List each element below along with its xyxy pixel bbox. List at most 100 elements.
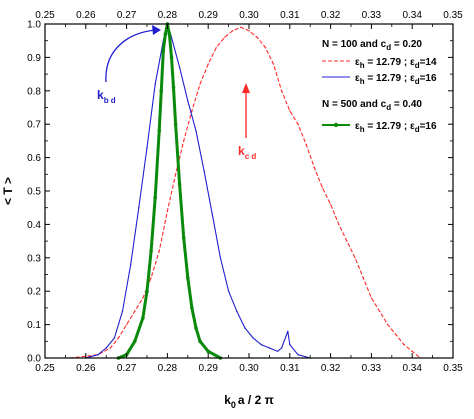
data-point-red xyxy=(248,29,250,32)
y-tick-label: 0.9 xyxy=(27,53,41,64)
annotation-kbd: kb d xyxy=(97,88,116,105)
data-point-red xyxy=(231,29,234,32)
x-tick-label: 0.35 xyxy=(443,363,463,374)
data-point-red xyxy=(297,123,299,125)
data-point-red xyxy=(133,310,136,313)
data-point-blue xyxy=(187,100,189,102)
data-point-green xyxy=(194,326,198,330)
legend-entry-red: εh = 12.79 ; εd=14 xyxy=(355,57,437,70)
data-point-green xyxy=(141,316,145,320)
data-point-green xyxy=(169,55,174,60)
x-top-tick-label: 0.33 xyxy=(362,10,382,21)
data-point-red xyxy=(321,186,324,189)
data-point-blue xyxy=(227,290,230,293)
data-point-red xyxy=(150,277,152,279)
data-point-red xyxy=(199,83,201,85)
y-tick-label: 0.2 xyxy=(27,287,41,298)
data-point-red xyxy=(272,63,275,65)
data-point-blue xyxy=(289,343,291,346)
annotation-kcd: kc d xyxy=(238,144,256,161)
x-top-tick-label: 0.28 xyxy=(158,10,178,21)
data-point-red xyxy=(411,350,414,353)
data-point-green xyxy=(149,249,153,253)
data-point-blue xyxy=(154,83,156,85)
data-point-blue xyxy=(203,170,205,172)
data-point-green xyxy=(177,182,182,187)
data-point-blue xyxy=(260,343,263,346)
x-axis-label: k0 a / 2 π xyxy=(224,393,274,410)
data-point-green xyxy=(181,235,186,240)
data-point-green xyxy=(198,339,202,344)
legend-title-n500: N = 500 and cd = 0.40 xyxy=(322,99,422,112)
legend-entry-blue: εh = 12.79 ; εd=16 xyxy=(355,73,437,86)
data-point-red xyxy=(191,110,193,112)
data-point-blue xyxy=(286,330,289,333)
legend-title-n100: N = 100 and cd = 0.20 xyxy=(322,39,422,52)
legend-marker-green xyxy=(333,122,339,128)
x-tick-label: 0.29 xyxy=(198,363,218,374)
data-point-blue xyxy=(280,347,283,349)
data-point-red xyxy=(329,203,332,206)
data-point-red xyxy=(166,210,169,212)
data-point-red xyxy=(142,297,144,299)
data-point-blue xyxy=(276,350,279,353)
data-point-red xyxy=(289,110,291,112)
x-top-tick-label: 0.27 xyxy=(117,10,137,21)
data-point-blue xyxy=(297,353,299,356)
data-point-red xyxy=(386,323,389,326)
data-point-red xyxy=(109,347,112,349)
x-tick-label: 0.26 xyxy=(76,363,96,374)
data-point-blue xyxy=(219,257,222,259)
data-point-blue xyxy=(146,146,148,149)
data-point-red xyxy=(337,223,340,226)
y-tick-label: 0.1 xyxy=(27,320,41,331)
y-axis-label: < T > xyxy=(1,177,15,205)
x-top-tick-label: 0.29 xyxy=(198,10,218,21)
y-tick-label: 1.0 xyxy=(27,20,41,31)
data-point-red xyxy=(346,240,348,242)
data-point-blue xyxy=(244,327,246,329)
data-point-red xyxy=(362,277,365,279)
text-layer: 0.25 0.25 0.26 0.26 0.27 0.27 0.28 0.28 0.29 0.29… xyxy=(1,10,463,410)
y-tick-label: 0.7 xyxy=(27,120,41,131)
data-point-red xyxy=(403,343,405,346)
x-tick-label: 0.30 xyxy=(239,363,259,374)
x-top-tick-label: 0.31 xyxy=(280,10,300,21)
data-point-green xyxy=(171,85,176,90)
data-point-green xyxy=(206,349,210,354)
data-point-blue xyxy=(97,353,99,356)
data-point-green xyxy=(145,289,149,294)
data-point-red xyxy=(313,166,316,169)
data-point-red xyxy=(158,250,161,252)
arrow-kcd-head xyxy=(242,83,250,93)
x-tick-label: 0.34 xyxy=(402,363,422,374)
data-point-red xyxy=(182,140,185,142)
series-layer xyxy=(68,22,422,360)
data-point-red xyxy=(215,46,218,49)
data-point-green xyxy=(186,276,190,280)
x-tick-label: 0.28 xyxy=(158,363,178,374)
data-point-green xyxy=(157,129,162,133)
data-point-blue xyxy=(268,347,271,349)
data-point-green xyxy=(161,48,166,53)
data-point-green xyxy=(132,339,137,344)
data-point-blue xyxy=(129,263,132,266)
data-point-blue xyxy=(138,206,140,209)
y-tick-label: 0.8 xyxy=(27,86,41,97)
data-point-blue xyxy=(113,337,116,339)
data-point-green xyxy=(173,122,178,126)
axes-layer xyxy=(44,23,454,359)
y-tick-label: 0.0 xyxy=(27,354,41,365)
x-tick-label: 0.32 xyxy=(321,363,341,374)
series-line-red xyxy=(69,26,421,359)
data-point-red xyxy=(378,310,381,313)
data-point-red xyxy=(354,257,356,259)
data-point-red xyxy=(125,323,128,326)
data-point-blue xyxy=(235,310,238,313)
data-point-red xyxy=(207,63,209,65)
data-point-blue xyxy=(105,347,107,349)
data-point-blue xyxy=(195,130,197,132)
series-line-green xyxy=(117,22,222,360)
